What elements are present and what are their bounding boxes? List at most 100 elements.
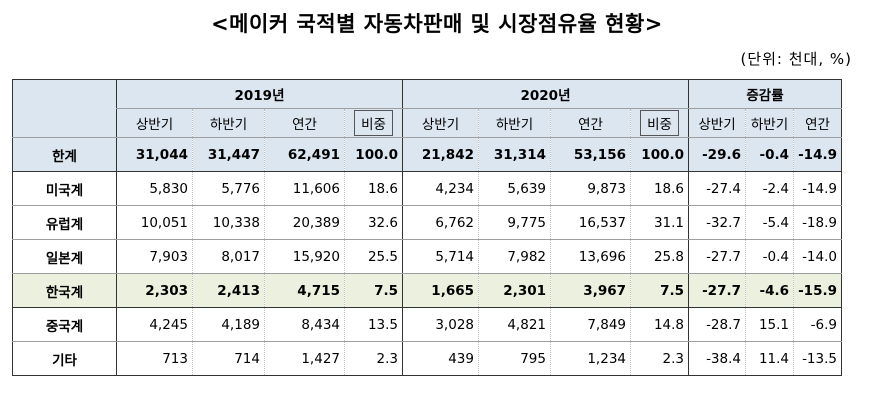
table-cell: 3,967: [550, 273, 631, 308]
table-cell: -2.4: [745, 171, 794, 206]
table-cell: 13.5: [344, 307, 403, 342]
table-cell: 10,051: [116, 205, 193, 240]
row-label: 중국계: [12, 307, 117, 342]
header-corner: [12, 79, 117, 138]
row-label: 한계: [12, 137, 117, 172]
row-label: 한국계: [12, 273, 117, 308]
sub-2019-h2: 하반기: [192, 108, 265, 138]
table-cell: 15,920: [264, 239, 345, 274]
table-cell: 7,903: [116, 239, 193, 274]
table-cell: 25.5: [344, 239, 403, 274]
row-label: 유럽계: [12, 205, 117, 240]
table-cell: 8,434: [264, 307, 345, 342]
table-cell: 53,156: [550, 137, 631, 172]
table-cell: 2,303: [116, 273, 193, 308]
table-cell: 7.5: [630, 273, 689, 308]
table-cell: -14.0: [793, 239, 842, 274]
table-cell: -0.4: [745, 137, 794, 172]
table-cell: 4,245: [116, 307, 193, 342]
header-2020: 2020년: [402, 79, 689, 109]
table-cell: 18.6: [630, 171, 689, 206]
table-cell: -15.9: [793, 273, 842, 308]
sub-growth-h2: 하반기: [745, 108, 794, 138]
market-share-table: 2019년 2020년 증감률 상반기 하반기 연간 비중 상반기 하반기 연간…: [12, 79, 842, 376]
table-cell: 10,338: [192, 205, 265, 240]
table-row: 한계 31,044 31,447 62,491 100.0 21,842 31,314 53,…: [12, 137, 842, 172]
table-cell: 5,714: [402, 239, 479, 274]
table-cell: 13,696: [550, 239, 631, 274]
table-cell: 7,982: [478, 239, 551, 274]
sub-growth-year: 연간: [793, 108, 842, 138]
row-label: 일본계: [12, 239, 117, 274]
row-label: 미국계: [12, 171, 117, 206]
sub-2020-share: 비중: [630, 108, 689, 138]
table-cell: -4.6: [745, 273, 794, 308]
table-cell: 1,665: [402, 273, 479, 308]
table-cell: 2,301: [478, 273, 551, 308]
table-cell: 31.1: [630, 205, 689, 240]
table-cell: 16,537: [550, 205, 631, 240]
table-cell: 100.0: [344, 137, 403, 172]
sub-2019-h1: 상반기: [116, 108, 193, 138]
table-row: 일본계 7,903 8,017 15,920 25.5 5,714 7,982 13,696 2…: [12, 239, 842, 274]
table-cell: -28.7: [688, 307, 746, 342]
table-cell: 62,491: [264, 137, 345, 172]
table-cell: 439: [402, 341, 479, 376]
table-cell: -32.7: [688, 205, 746, 240]
table-cell: 31,044: [116, 137, 193, 172]
table-cell: 9,775: [478, 205, 551, 240]
table-cell: 31,447: [192, 137, 265, 172]
table-cell: -14.9: [793, 171, 842, 206]
table-cell: 1,427: [264, 341, 345, 376]
table-cell: 21,842: [402, 137, 479, 172]
table-cell: 795: [478, 341, 551, 376]
table-row: 중국계 4,245 4,189 8,434 13.5 3,028 4,821 7,849 14.…: [12, 307, 842, 342]
table-cell: -0.4: [745, 239, 794, 274]
table-cell: 25.8: [630, 239, 689, 274]
table-cell: 5,639: [478, 171, 551, 206]
table-cell: 4,189: [192, 307, 265, 342]
sub-growth-h1: 상반기: [688, 108, 746, 138]
sub-2019-year: 연간: [264, 108, 345, 138]
header-growth: 증감률: [688, 79, 842, 109]
table-row: 한국계 2,303 2,413 4,715 7.5 1,665 2,301 3,967 7.5-…: [12, 273, 842, 308]
table-cell: 8,017: [192, 239, 265, 274]
sub-2020-h2: 하반기: [478, 108, 551, 138]
unit-note: (단위: 천대, %): [740, 50, 852, 68]
page-title: <메이커 국적별 자동차판매 및 시장점유율 현황>: [211, 12, 663, 36]
sub-2020-year: 연간: [550, 108, 631, 138]
table-cell: 2.3: [344, 341, 403, 376]
table-row: 기타 713 714 1,427 2.3 439 795 1,234 2.3 -38.4 11.4-…: [12, 341, 842, 376]
table-cell: 713: [116, 341, 193, 376]
table-cell: 31,314: [478, 137, 551, 172]
header-row-years: 2019년 2020년 증감률: [12, 79, 842, 138]
table-cell: 3,028: [402, 307, 479, 342]
table-cell: -5.4: [745, 205, 794, 240]
table-cell: 2,413: [192, 273, 265, 308]
table-cell: 4,234: [402, 171, 479, 206]
table-cell: -38.4: [688, 341, 746, 376]
table-cell: 20,389: [264, 205, 345, 240]
sub-2019-share: 비중: [344, 108, 403, 138]
table-cell: 9,873: [550, 171, 631, 206]
table-cell: 32.6: [344, 205, 403, 240]
table-cell: 14.8: [630, 307, 689, 342]
table-cell: 2.3: [630, 341, 689, 376]
table-cell: 5,776: [192, 171, 265, 206]
table-cell: -27.4: [688, 171, 746, 206]
table-cell: -27.7: [688, 273, 746, 308]
sub-2020-h1: 상반기: [402, 108, 479, 138]
table-cell: 11.4: [745, 341, 794, 376]
table-cell: -18.9: [793, 205, 842, 240]
table-cell: 1,234: [550, 341, 631, 376]
table-cell: 4,821: [478, 307, 551, 342]
table-cell: 11,606: [264, 171, 345, 206]
table-cell: 5,830: [116, 171, 193, 206]
table-cell: -13.5: [793, 341, 842, 376]
table-cell: 18.6: [344, 171, 403, 206]
header-2019: 2019년: [116, 79, 403, 109]
row-label: 기타: [12, 341, 117, 376]
table-cell: 714: [192, 341, 265, 376]
table-cell: 15.1: [745, 307, 794, 342]
table-cell: 6,762: [402, 205, 479, 240]
